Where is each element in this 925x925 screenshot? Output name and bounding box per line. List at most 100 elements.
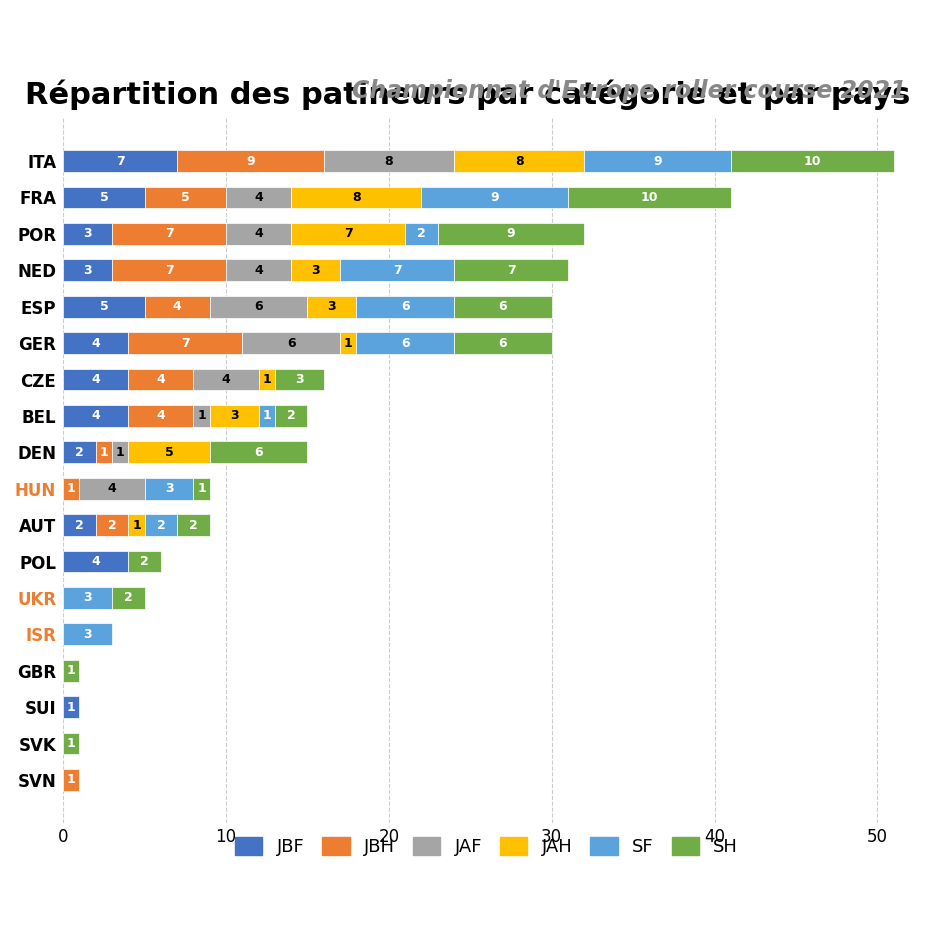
Text: 7: 7 — [116, 154, 125, 167]
Bar — [259, 405, 275, 426]
Text: 5: 5 — [100, 301, 108, 314]
Bar — [210, 296, 307, 317]
Text: 6: 6 — [254, 446, 263, 459]
Bar — [731, 150, 894, 172]
Bar — [129, 332, 242, 354]
Bar — [129, 405, 193, 426]
Text: 8: 8 — [515, 154, 524, 167]
Text: 7: 7 — [165, 228, 173, 240]
Text: 3: 3 — [312, 264, 320, 277]
Text: 8: 8 — [385, 154, 393, 167]
Bar — [63, 259, 112, 281]
Bar — [193, 368, 259, 390]
Text: 3: 3 — [83, 591, 92, 604]
Bar — [210, 441, 307, 463]
Bar — [340, 332, 356, 354]
Text: 2: 2 — [107, 519, 117, 532]
Bar — [63, 550, 129, 573]
Bar — [178, 150, 324, 172]
Text: 1: 1 — [67, 664, 76, 677]
Bar — [178, 514, 210, 536]
Bar — [291, 223, 405, 245]
Text: 3: 3 — [83, 264, 92, 277]
Text: 4: 4 — [92, 373, 100, 386]
Text: 1: 1 — [67, 773, 76, 786]
Bar — [422, 187, 568, 208]
Text: 6: 6 — [254, 301, 263, 314]
Text: 3: 3 — [327, 301, 336, 314]
Bar — [275, 368, 324, 390]
Text: 6: 6 — [499, 337, 507, 350]
Text: 2: 2 — [287, 410, 296, 423]
Text: 5: 5 — [181, 191, 190, 204]
Bar — [112, 441, 129, 463]
Text: 1: 1 — [344, 337, 352, 350]
Bar — [63, 150, 178, 172]
Text: 7: 7 — [344, 228, 352, 240]
Bar — [63, 733, 80, 755]
Bar — [356, 332, 454, 354]
Text: 10: 10 — [804, 154, 821, 167]
Text: 3: 3 — [83, 628, 92, 641]
Bar — [193, 478, 210, 500]
Bar — [63, 623, 112, 646]
Text: 4: 4 — [254, 228, 263, 240]
Text: 7: 7 — [507, 264, 515, 277]
Bar — [226, 187, 291, 208]
Bar — [80, 478, 144, 500]
Bar — [438, 223, 585, 245]
Text: 4: 4 — [254, 191, 263, 204]
Text: 3: 3 — [295, 373, 303, 386]
Bar — [96, 514, 129, 536]
Text: 7: 7 — [181, 337, 190, 350]
Bar — [568, 187, 731, 208]
Text: 7: 7 — [165, 264, 173, 277]
Bar — [96, 441, 112, 463]
Text: 4: 4 — [92, 337, 100, 350]
Text: 2: 2 — [141, 555, 149, 568]
Text: Championnat d'Europe roller course 2021: Championnat d'Europe roller course 2021 — [352, 79, 906, 103]
Text: 4: 4 — [92, 555, 100, 568]
Text: 1: 1 — [116, 446, 125, 459]
Text: 7: 7 — [392, 264, 401, 277]
Bar — [275, 405, 307, 426]
Text: 2: 2 — [124, 591, 132, 604]
Text: 3: 3 — [165, 482, 173, 495]
Bar — [129, 368, 193, 390]
Bar — [324, 150, 454, 172]
Bar — [63, 769, 80, 791]
Text: 9: 9 — [246, 154, 254, 167]
Bar — [129, 514, 144, 536]
Bar — [454, 296, 551, 317]
Bar — [63, 660, 80, 682]
Legend: JBF, JBH, JAF, JAH, SF, SH: JBF, JBH, JAF, JAH, SF, SH — [228, 830, 746, 863]
Bar — [307, 296, 356, 317]
Bar — [454, 150, 585, 172]
Bar — [112, 223, 226, 245]
Text: 5: 5 — [165, 446, 173, 459]
Text: 1: 1 — [263, 373, 271, 386]
Text: 2: 2 — [189, 519, 198, 532]
Text: 10: 10 — [641, 191, 659, 204]
Bar — [112, 587, 144, 609]
Bar — [454, 332, 551, 354]
Bar — [63, 478, 80, 500]
Bar — [144, 478, 193, 500]
Text: 5: 5 — [100, 191, 108, 204]
Text: 1: 1 — [263, 410, 271, 423]
Bar — [63, 223, 112, 245]
Text: 1: 1 — [197, 410, 206, 423]
Bar — [63, 296, 144, 317]
Bar — [112, 259, 226, 281]
Text: 3: 3 — [230, 410, 239, 423]
Bar — [242, 332, 340, 354]
Bar — [129, 550, 161, 573]
Bar — [454, 259, 568, 281]
Bar — [291, 259, 340, 281]
Bar — [63, 697, 80, 718]
Text: 9: 9 — [490, 191, 500, 204]
Text: 1: 1 — [67, 482, 76, 495]
Bar — [63, 514, 96, 536]
Text: 1: 1 — [197, 482, 206, 495]
Text: 4: 4 — [92, 410, 100, 423]
